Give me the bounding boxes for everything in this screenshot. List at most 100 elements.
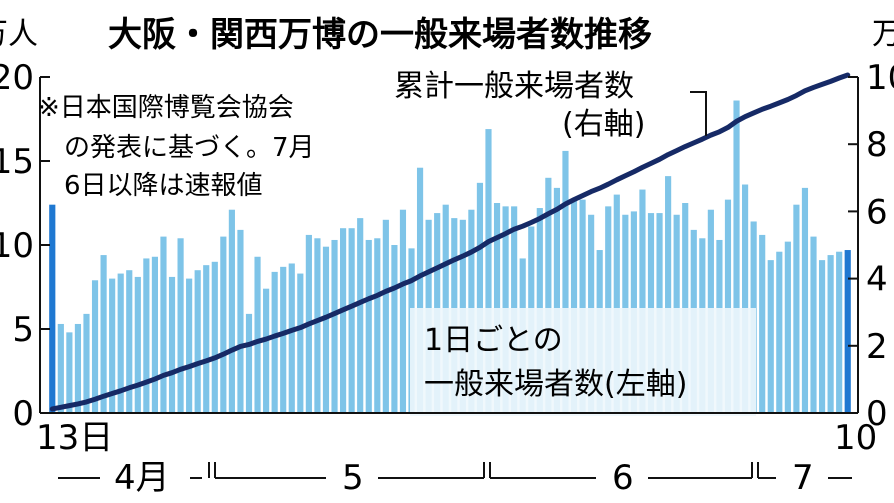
daily-bar [331,239,338,413]
daily-bar [245,313,253,413]
month-label-jul: 7 [792,458,814,498]
left-tick-label: 15 [0,142,34,182]
daily-bar [66,332,73,413]
daily-bar [579,199,586,413]
daily-bar [759,234,766,413]
chart-title: 大阪・関西万博の一般来場者数推移 [108,15,652,55]
daily-bar [194,270,201,413]
daily-bar [733,100,740,414]
bar-label-2: 一般来場者数(左軸) [424,367,687,402]
daily-bar [134,276,141,413]
daily-bar [254,256,261,413]
daily-bar [160,236,167,413]
x-end-label: 10 [834,418,877,458]
daily-bar [211,261,218,413]
daily-bar [83,313,90,413]
right-tick-label: 10 [866,58,894,98]
daily-bar [57,323,64,413]
daily-bar [485,129,492,413]
daily-bar [126,270,133,413]
daily-bar [827,255,834,413]
daily-bar [348,228,355,413]
daily-bar [374,238,381,413]
daily-bar [724,199,732,413]
month-label-apr: 4月 [114,458,170,498]
daily-bar [74,323,82,413]
left-axis-ticks: 0 5 10 15 20 [0,58,50,434]
daily-bar [562,150,569,414]
right-tick-label: 2 [866,327,888,367]
line-label-leader [690,91,707,136]
right-tick-label: 4 [866,260,888,300]
daily-bar [570,199,578,413]
daily-bar [416,167,424,413]
right-tick-label: 0 [866,394,888,434]
daily-bar [237,229,244,413]
line-label-1: 累計一般来場者数 [394,69,634,104]
daily-bar [742,184,749,413]
month-row: 4月 5 6 7 [58,458,852,498]
daily-bar [220,236,227,413]
note-line-3: 6日以降は速報値 [64,171,263,201]
line-label-2: (右軸) [562,107,645,142]
daily-bar [314,238,321,413]
daily-bar [784,241,791,413]
daily-bar [365,239,372,413]
daily-bar [288,263,295,413]
daily-bar [382,219,389,413]
daily-bar [143,258,150,413]
daily-bar [49,204,56,413]
daily-bar [91,280,99,413]
daily-bar [109,278,116,413]
daily-bar [186,278,193,413]
left-axis-unit: 万人 [0,17,38,52]
daily-bar [545,177,552,413]
daily-bar [117,273,124,413]
daily-bar [322,246,330,413]
left-tick-label: 0 [12,394,34,434]
daily-bar [818,260,826,413]
daily-bar [639,189,646,413]
right-axis-ticks: 0 2 4 6 8 10 [848,58,894,434]
left-tick-label: 20 [0,58,34,98]
daily-bar [793,204,800,413]
daily-bar [263,288,270,413]
month-label-may: 5 [342,458,364,498]
daily-bar [228,209,235,413]
daily-bar [151,256,158,413]
daily-bar [271,271,278,413]
daily-bar [340,228,347,413]
daily-bar [100,255,107,413]
daily-bar [280,266,287,413]
right-axis-unit: 万 [872,17,894,52]
daily-bar [776,251,783,413]
daily-bar [836,251,843,413]
x-start-label: 13日 [36,418,113,458]
daily-bar [168,276,176,413]
daily-bar [665,176,672,413]
daily-bar [391,245,398,413]
month-label-jun: 6 [612,458,634,498]
daily-bar [613,194,620,413]
daily-bar [357,218,364,413]
right-tick-label: 6 [866,192,888,232]
bar-label-background [410,308,756,416]
cumulative-line [49,72,851,412]
daily-bar [297,273,304,413]
bar-label-1: 1日ごとの [424,323,563,358]
daily-bar [399,209,407,413]
daily-bar [801,187,809,413]
note-line-2: の発表に基づく。7月 [64,133,315,163]
daily-bar [844,250,851,413]
note-line-1: ※日本国際博覧会協会 [38,93,294,123]
daily-bar [767,260,774,413]
daily-bar [810,236,817,413]
daily-bar [203,265,210,413]
right-tick-label: 8 [866,125,888,165]
daily-bar [177,238,184,413]
left-tick-label: 10 [0,226,34,266]
daily-bar [476,182,484,413]
left-tick-label: 5 [12,310,34,350]
